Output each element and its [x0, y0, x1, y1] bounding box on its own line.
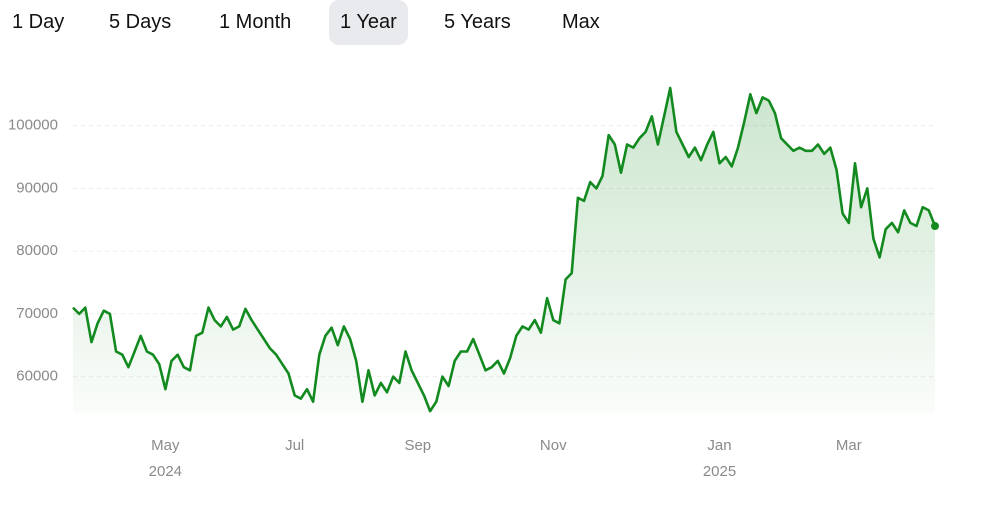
x-year-label: 2024 [149, 463, 182, 480]
x-tick-label: Sep [404, 437, 431, 454]
range-tab[interactable]: 1 Month [219, 11, 292, 33]
area [73, 88, 935, 413]
range-tab[interactable]: 5 Days [109, 11, 172, 33]
range-tab[interactable]: 5 Years [444, 11, 511, 33]
price-line [72, 86, 937, 413]
y-tick-label: 80000 [16, 242, 58, 259]
y-tick-label: 90000 [16, 179, 58, 196]
last-point [931, 222, 939, 231]
x-tick-label: Jul [285, 437, 304, 454]
range-tab[interactable]: 1 Day [12, 11, 65, 33]
x-tick-label: May [151, 437, 180, 454]
y-tick-label: 70000 [16, 305, 58, 322]
range-tab[interactable]: 1 Year [329, 0, 408, 45]
range-tabs: 1 Day 5 Days 1 Month 1 Year 5 Years Max [0, 0, 984, 46]
x-tick-label: Mar [836, 437, 862, 454]
x-tick-label: Nov [540, 437, 567, 454]
y-tick-label: 60000 [16, 368, 58, 385]
x-tick-label: Jan [707, 437, 731, 454]
range-tab[interactable]: Max [562, 11, 600, 33]
x-year-label: 2025 [703, 463, 736, 480]
y-tick-label: 100000 [8, 117, 58, 134]
